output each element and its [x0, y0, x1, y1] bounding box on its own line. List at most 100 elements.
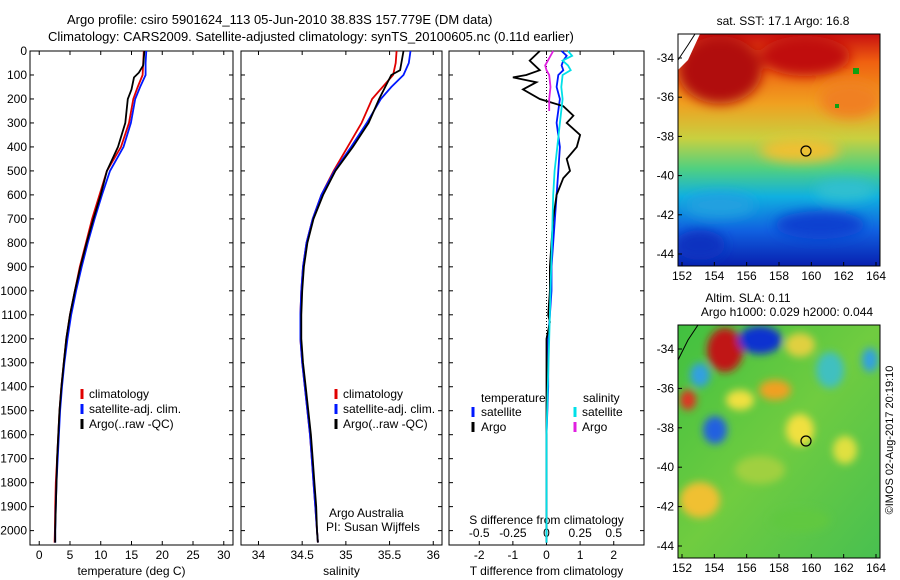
x-tick-label: -1 [508, 548, 519, 562]
map-x-tick-label: 160 [801, 561, 821, 575]
depth-tick-label: 1900 [0, 500, 27, 514]
legend-label: satellite-adj. clim. [343, 402, 435, 416]
map-y-tick-label: -42 [657, 500, 675, 514]
x-tick-label: 2 [610, 548, 617, 562]
top-tick-label: 0.5 [605, 526, 622, 540]
chart-panel-difference: -2 -1 0 1 2 T difference from climatology -0.5… [448, 50, 645, 578]
top-tick-label: -0.25 [499, 526, 527, 540]
legend-label: Argo(..raw -QC) [343, 417, 428, 431]
map-x-tick-label: 156 [737, 269, 757, 283]
plot-title-line2: Climatology: CARS2009. Satellite-adjuste… [48, 29, 574, 44]
legend-label: satellite [582, 405, 623, 419]
x-tick-label: 25 [186, 548, 200, 562]
map-x-tick-label: 160 [801, 269, 821, 283]
map-x-tick-label: 158 [769, 269, 789, 283]
map-x-tick-label: 162 [834, 269, 854, 283]
depth-tick-label: 1400 [0, 380, 27, 394]
plot-frame [29, 50, 234, 546]
map-x-tick-label: 156 [737, 561, 757, 575]
x-axis-label: T difference from climatology [470, 564, 624, 578]
series-line-difference-1 [512, 50, 582, 543]
x-tick-label: -2 [474, 548, 485, 562]
legend-label: climatology [343, 387, 403, 401]
map-x-tick-label: 158 [769, 561, 789, 575]
chart-panel-temperature: 0100200300400500600700800900100011001200… [0, 44, 234, 578]
depth-tick-label: 400 [7, 140, 27, 154]
legend-title: temperature [481, 391, 546, 405]
credit-stamp: ©IMOS 02-Aug-2017 20:19:10 [884, 366, 896, 515]
plot-title-line1: Argo profile: csiro 5901624_113 05-Jun-2… [67, 12, 493, 27]
x-tick-label: 35 [339, 548, 353, 562]
sla-map [677, 324, 881, 559]
series-line-salinity-0 [299, 50, 398, 543]
map-x-tick-label: 164 [866, 269, 886, 283]
depth-tick-label: 1800 [0, 476, 27, 490]
map-y-tick-label: -44 [657, 247, 675, 261]
sst-argo-marker [800, 145, 812, 157]
series-line-temperature-1 [54, 50, 148, 543]
depth-tick-label: 1000 [0, 284, 27, 298]
depth-tick-label: 300 [7, 116, 27, 130]
series-line-difference-2 [545, 50, 574, 543]
x-tick-label: 30 [217, 548, 231, 562]
map-x-tick-label: 162 [834, 561, 854, 575]
depth-tick-label: 1700 [0, 452, 27, 466]
map-y-tick-label: -38 [657, 421, 675, 435]
top-tick-label: -0.5 [469, 526, 490, 540]
legend-label: Argo [582, 420, 608, 434]
depth-tick-label: 500 [7, 164, 27, 178]
map-y-tick-label: -40 [657, 169, 675, 183]
depth-tick-label: 100 [7, 68, 27, 82]
map-y-tick-label: -40 [657, 460, 675, 474]
legend-title: salinity [583, 391, 620, 405]
plot-frame [240, 50, 443, 546]
series-line-difference-3 [544, 50, 554, 111]
depth-tick-label: 1100 [1, 308, 27, 322]
x-axis-label: salinity [323, 564, 360, 578]
sla-argo-marker [800, 435, 812, 447]
chart-panel-salinity: 34 34.5 35 35.5 36 salinity climatologysatelli… [240, 50, 443, 578]
x-tick-label: 34 [252, 548, 266, 562]
map-y-tick-label: -36 [657, 90, 675, 104]
map-x-tick-label: 164 [866, 561, 886, 575]
map-y-tick-label: -36 [657, 381, 675, 395]
map-y-tick-label: -34 [657, 51, 675, 65]
depth-tick-label: 1500 [0, 404, 27, 418]
x-tick-label: 10 [94, 548, 108, 562]
x-tick-label: 1 [577, 548, 584, 562]
x-tick-label: 36 [427, 548, 441, 562]
depth-tick-label: 800 [7, 236, 27, 250]
series-line-salinity-1 [299, 50, 412, 543]
x-tick-label: 34.5 [290, 548, 314, 562]
map-x-tick-label: 152 [672, 269, 692, 283]
x-tick-label: 5 [67, 548, 74, 562]
map-y-tick-label: -34 [657, 342, 675, 356]
legend-label: satellite [481, 405, 522, 419]
map-x-tick-label: 154 [704, 269, 724, 283]
x-tick-label: 15 [125, 548, 139, 562]
series-line-temperature-2 [54, 50, 146, 543]
top-tick-label: 0.25 [568, 526, 592, 540]
sla-map-title-line1: Altim. SLA: 0.11 [705, 291, 790, 305]
map-y-tick-label: -42 [657, 208, 675, 222]
sst-map [677, 33, 881, 267]
depth-tick-label: 600 [7, 188, 27, 202]
x-tick-label: 35.5 [378, 548, 402, 562]
map-y-tick-label: -38 [657, 129, 675, 143]
depth-tick-label: 1200 [0, 332, 27, 346]
legend-label: Argo [481, 420, 507, 434]
map-x-tick-label: 152 [672, 561, 692, 575]
x-axis-label: temperature (deg C) [77, 564, 185, 578]
depth-tick-label: 2000 [0, 524, 27, 538]
legend-label: satellite-adj. clim. [89, 402, 181, 416]
credit-annotation: Argo Australia [329, 506, 404, 520]
depth-tick-label: 900 [7, 260, 27, 274]
sst-map-title: sat. SST: 17.1 Argo: 16.8 [717, 14, 850, 28]
legend-label: Argo(..raw -QC) [89, 417, 174, 431]
map-y-tick-label: -44 [657, 539, 675, 553]
depth-tick-label: 1600 [0, 428, 27, 442]
legend-label: climatology [89, 387, 149, 401]
sla-map-title-line2: Argo h1000: 0.029 h2000: 0.044 [701, 305, 873, 319]
x-tick-label: 0 [543, 548, 550, 562]
